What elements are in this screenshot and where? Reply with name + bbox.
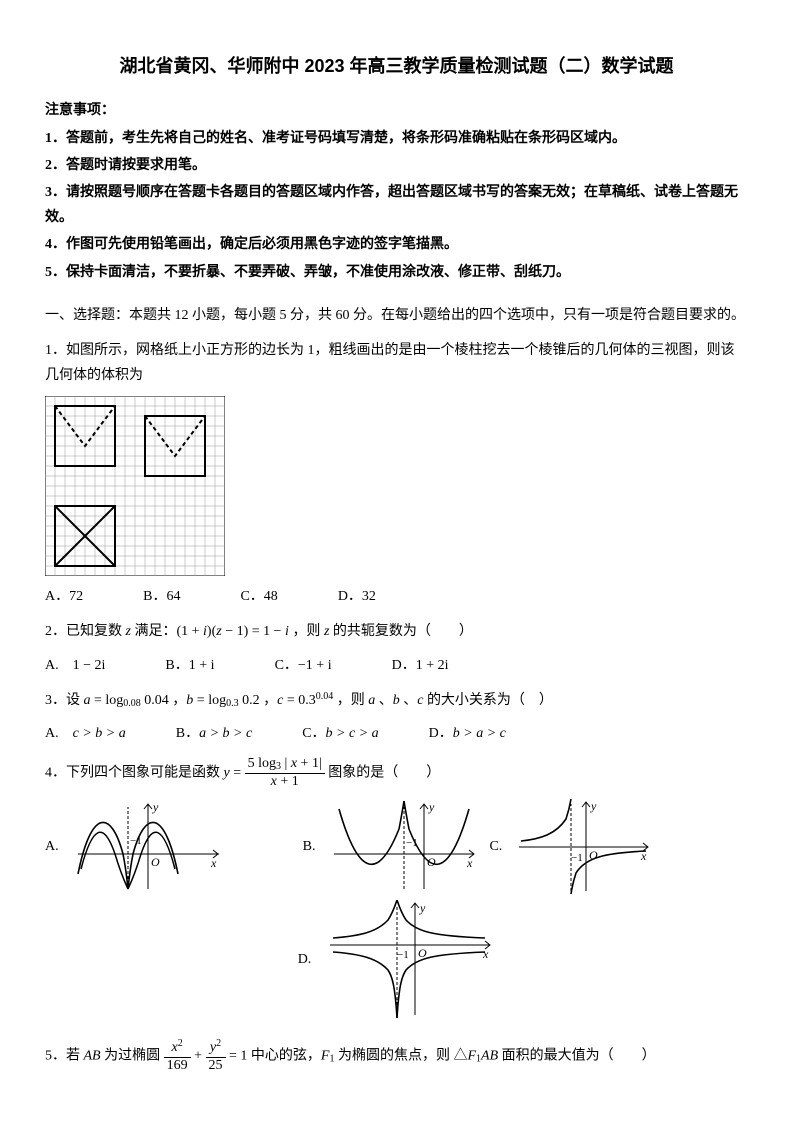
q1-opt-a: A．72 (45, 584, 83, 609)
svg-text:x: x (640, 849, 647, 863)
q5-prefix: 5．若 (45, 1049, 84, 1064)
instruction-5: 5．保持卡面清洁，不要折暴、不要弄破、弄皱，不准使用涂改液、修正带、刮纸刀。 (45, 260, 748, 285)
q4-graphs-row2: D. −1 O x y (45, 900, 748, 1020)
q2-opt-a: A. 1 − 2i (45, 653, 105, 678)
q2-prefix: 2．已知复数 (45, 624, 126, 639)
svg-text:−1: −1 (397, 949, 409, 961)
q2-options: A. 1 − 2i B．1 + i C．−1 + i D．1 + 2i (45, 653, 748, 678)
q5-mid1: 为过椭圆 (101, 1049, 164, 1064)
q1-opt-d: D．32 (338, 584, 376, 609)
svg-text:O: O (418, 946, 427, 960)
svg-text:y: y (419, 901, 426, 915)
svg-text:−1: −1 (130, 835, 142, 847)
question-4: 4．下列四个图象可能是函数 y = 5 log3 | x + 1|x + 1 图… (45, 756, 748, 791)
q2-opt-b: B．1 + i (165, 653, 214, 678)
instruction-3: 3．请按照题号顺序在答题卡各题目的答题区域内作答，超出答题区域书写的答案无效；在… (45, 180, 748, 230)
svg-text:−1: −1 (406, 837, 418, 849)
q2-opt-d: D．1 + 2i (392, 653, 449, 678)
q3-opt-b: B．a > b > c (176, 721, 252, 746)
three-view-figure (45, 396, 748, 576)
q4-prefix: 4．下列四个图象可能是函数 (45, 766, 224, 781)
q4-graph-d: −1 O x y (325, 900, 495, 1020)
q4-graph-a: −1 O x y (73, 799, 223, 894)
q3-opt-a: A. c > b > a (45, 721, 126, 746)
q4-graph-b: −1 O x y (329, 799, 479, 894)
svg-text:O: O (151, 855, 160, 869)
question-1-text: 1．如图所示，网格纸上小正方形的边长为 1，粗线画出的是由一个棱柱挖去一个棱锥后… (45, 338, 748, 388)
q1-opt-c: C．48 (240, 584, 277, 609)
q1-opt-b: B．64 (143, 584, 180, 609)
q3-opt-d: D．b > a > c (429, 721, 506, 746)
svg-text:x: x (466, 856, 473, 870)
q4-label-b: B. (303, 834, 316, 859)
svg-text:O: O (589, 848, 598, 862)
section-1-heading: 一、选择题：本题共 12 小题，每小题 5 分，共 60 分。在每小题给出的四个… (45, 303, 748, 328)
instructions-heading: 注意事项： (45, 98, 748, 123)
instruction-4: 4．作图可先使用铅笔画出，确定后必须用黑色字迹的签字笔描黑。 (45, 232, 748, 257)
q5-suffix: 面积的最大值为（ ） (498, 1049, 656, 1064)
svg-text:y: y (152, 800, 159, 814)
svg-text:x: x (482, 947, 489, 961)
q2-opt-c: C．−1 + i (275, 653, 332, 678)
instruction-2: 2．答题时请按要求用笔。 (45, 153, 748, 178)
q3-prefix: 3．设 (45, 693, 84, 708)
q4-label-a: A. (45, 834, 59, 859)
instruction-1: 1．答题前，考生先将自己的姓名、准考证号码填写清楚，将条形码准确粘贴在条形码区域… (45, 126, 748, 151)
question-5: 5．若 AB 为过椭圆 x2169 + y225 = 1 中心的弦，F1 为椭圆… (45, 1038, 748, 1075)
q3-suffix: 的大小关系为（ ） (423, 693, 553, 708)
q4-label-d: D. (298, 947, 312, 972)
page-title: 湖北省黄冈、华师附中 2023 年高三教学质量检测试题（二）数学试题 (45, 50, 748, 82)
svg-text:y: y (590, 799, 597, 813)
q4-graph-c: −1 O x y (516, 799, 651, 894)
question-3: 3．设 a = log0.08 0.04 ，b = log0.3 0.2 ，c … (45, 688, 748, 713)
q2-suffix: 的共轭复数为（ ） (329, 624, 473, 639)
q3-opt-c: C．b > c > a (302, 721, 378, 746)
q3-options: A. c > b > a B．a > b > c C．b > c > a D．b… (45, 721, 748, 746)
svg-text:x: x (210, 856, 217, 870)
q4-label-c: C. (489, 834, 502, 859)
q2-mid: 满足： (131, 624, 177, 639)
svg-text:O: O (427, 855, 436, 869)
q4-suffix: 图象的是（ ） (328, 766, 440, 781)
q4-graphs-row1: A. −1 O x y B. −1 O x y C. (45, 799, 748, 894)
question-2: 2．已知复数 z 满足：(1 + i)(z − 1) = 1 − i ，则 z … (45, 619, 748, 644)
q1-options: A．72 B．64 C．48 D．32 (45, 584, 748, 609)
q5-mid3: 为椭圆的焦点，则 (334, 1049, 453, 1064)
svg-text:−1: −1 (571, 852, 583, 864)
svg-text:y: y (428, 800, 435, 814)
q5-mid2: 中心的弦， (247, 1049, 321, 1064)
